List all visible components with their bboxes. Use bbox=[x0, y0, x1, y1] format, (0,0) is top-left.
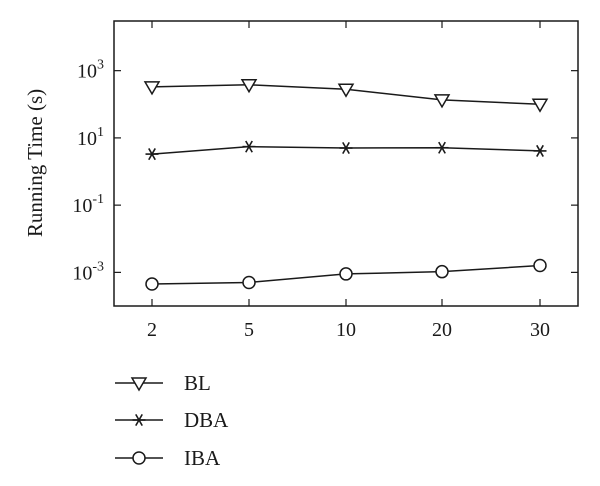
x-axis-ticks: 2 5 10 20 30 bbox=[147, 21, 550, 341]
asterisk-stroke bbox=[342, 141, 350, 155]
data-point-bl bbox=[531, 98, 549, 113]
x-tick-label: 10 bbox=[336, 319, 356, 341]
plot-frame bbox=[113, 20, 579, 307]
data-point-bl bbox=[337, 83, 355, 98]
legend-item-dba: DBA bbox=[115, 408, 229, 432]
legend: BL DBA IBA bbox=[115, 371, 229, 470]
series-bl bbox=[143, 79, 549, 113]
data-point-dba bbox=[145, 148, 159, 161]
data-point-iba bbox=[242, 275, 256, 290]
legend-label-dba: DBA bbox=[184, 408, 229, 432]
legend-item-bl: BL bbox=[115, 371, 211, 395]
legend-label-iba: IBA bbox=[184, 446, 221, 470]
y-axis-ticks: 10-3 10-1 101 103 bbox=[72, 58, 578, 284]
series-dba bbox=[145, 140, 547, 161]
asterisk-stroke bbox=[438, 141, 446, 154]
y-axis-label: Running Time (s) bbox=[23, 89, 47, 237]
data-point-bl bbox=[240, 79, 258, 94]
data-point-iba bbox=[533, 258, 547, 273]
y-tick-label: 103 bbox=[77, 58, 104, 83]
asterisk-stroke bbox=[148, 148, 156, 161]
data-point-iba bbox=[145, 277, 159, 291]
y-tick-label: 10-3 bbox=[72, 259, 104, 284]
data-point-dba bbox=[533, 144, 547, 157]
data-point-bl bbox=[433, 94, 451, 109]
x-tick-label: 20 bbox=[432, 319, 452, 341]
x-tick-label: 5 bbox=[244, 319, 254, 341]
legend-marker-dba bbox=[132, 413, 146, 427]
series-iba bbox=[145, 258, 547, 291]
asterisk-stroke bbox=[135, 413, 143, 427]
legend-label-bl: BL bbox=[184, 371, 211, 395]
legend-marker-iba bbox=[132, 451, 146, 465]
asterisk-stroke bbox=[245, 140, 253, 153]
series-layer bbox=[143, 79, 549, 291]
legend-item-iba: IBA bbox=[115, 446, 221, 470]
x-tick-label: 30 bbox=[530, 319, 550, 341]
data-point-dba bbox=[339, 141, 353, 155]
y-tick-label: 101 bbox=[77, 125, 104, 150]
asterisk-stroke bbox=[536, 144, 544, 157]
data-point-iba bbox=[339, 267, 353, 281]
data-point-iba bbox=[435, 264, 449, 279]
data-point-dba bbox=[435, 141, 449, 154]
data-point-dba bbox=[242, 140, 256, 153]
y-tick-label: 10-1 bbox=[72, 192, 104, 217]
data-point-bl bbox=[143, 81, 161, 96]
x-tick-label: 2 bbox=[147, 319, 157, 341]
legend-marker-bl bbox=[130, 377, 148, 392]
